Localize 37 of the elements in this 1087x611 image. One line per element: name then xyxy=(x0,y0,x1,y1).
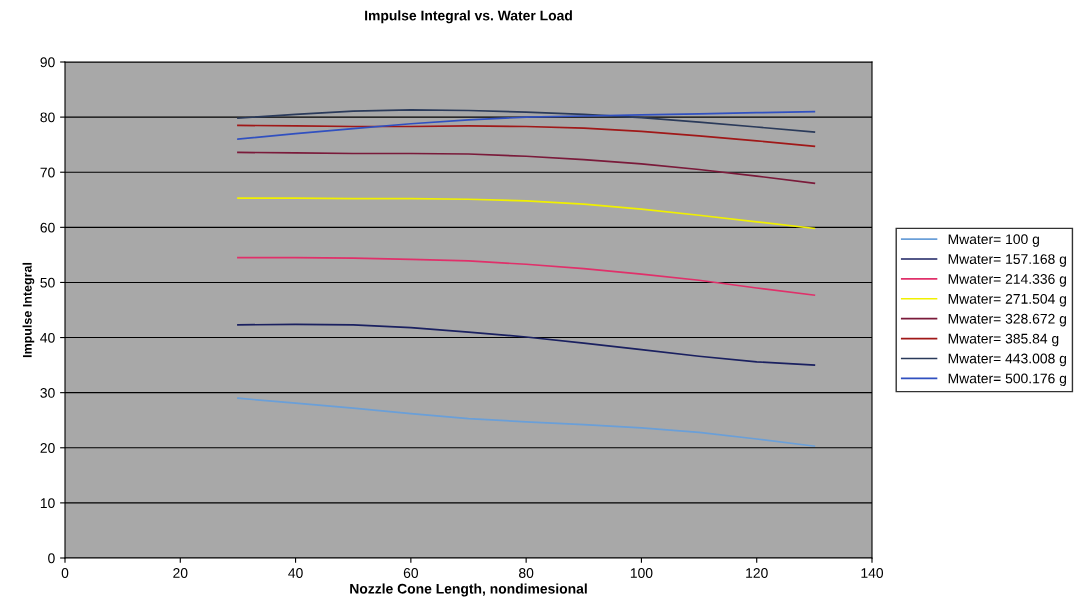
line-series xyxy=(237,110,816,140)
x-tick-label: 40 xyxy=(288,568,303,578)
x-tick-label: 60 xyxy=(403,568,419,578)
y-tick-label: 60 xyxy=(40,222,55,233)
legend-label: Mwater= 271.504 g xyxy=(948,293,1066,307)
x-tick-label: 100 xyxy=(630,568,653,578)
y-tick-label: 70 xyxy=(40,167,55,178)
legend-label: Mwater= 443.008 g xyxy=(948,353,1066,367)
legend-label: Mwater= 328.672 g xyxy=(948,313,1066,327)
line-series xyxy=(237,124,816,148)
x-tick-label: 80 xyxy=(519,568,534,578)
x-tick-label: 140 xyxy=(861,568,884,578)
x-axis-title: Nozzle Cone Length, nondimesional xyxy=(350,583,587,597)
line-series xyxy=(237,151,816,185)
chart-title: Impulse Integral vs. Water Load xyxy=(365,10,572,24)
x-tick-label: 120 xyxy=(746,568,768,578)
y-axis-title: Impulse Integral xyxy=(22,262,35,358)
y-tick-label: 20 xyxy=(40,443,55,453)
line-series xyxy=(237,197,816,230)
line-series xyxy=(237,109,816,133)
legend-label: Mwater= 100 g xyxy=(948,234,1039,247)
legend-label: Mwater= 385.84 g xyxy=(948,333,1059,347)
legend-label: Mwater= 500.176 g xyxy=(948,373,1066,387)
line-series xyxy=(237,397,816,447)
line-series xyxy=(237,256,816,296)
y-tick-label: 40 xyxy=(40,332,55,343)
y-tick-label: 10 xyxy=(40,498,55,509)
y-tick-label: 0 xyxy=(48,553,55,564)
y-tick-label: 30 xyxy=(40,388,55,398)
x-tick-label: 0 xyxy=(61,568,69,578)
legend-label: Mwater= 214.336 g xyxy=(948,274,1066,287)
y-tick-label: 50 xyxy=(40,277,55,288)
line-series xyxy=(237,323,816,366)
y-tick-label: 80 xyxy=(40,112,55,123)
x-tick-label: 20 xyxy=(173,568,188,578)
legend-label: Mwater= 157.168 g xyxy=(948,254,1066,267)
y-tick-label: 90 xyxy=(40,57,55,68)
